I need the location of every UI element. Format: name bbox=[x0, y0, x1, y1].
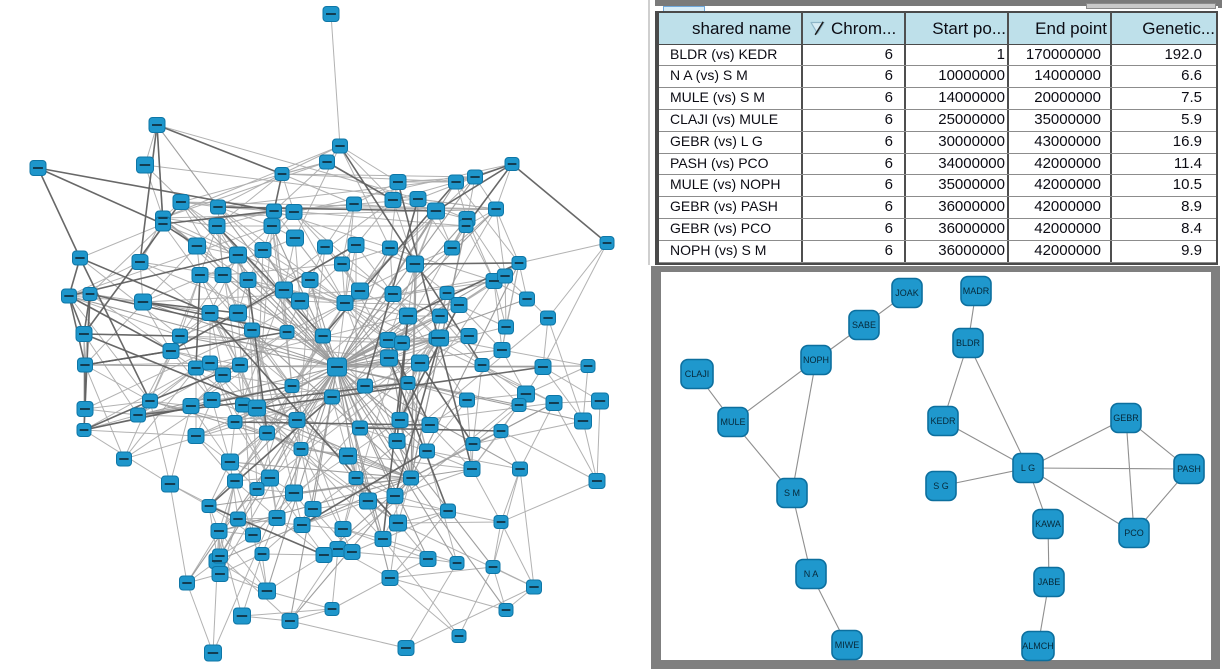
svg-text:SABE: SABE bbox=[852, 320, 876, 330]
svg-text:NOPH: NOPH bbox=[803, 355, 829, 365]
svg-text:S M: S M bbox=[784, 488, 800, 498]
svg-text:PCO: PCO bbox=[1124, 528, 1144, 538]
svg-text:ALMCH: ALMCH bbox=[1022, 641, 1054, 651]
svg-text:MADR: MADR bbox=[963, 286, 990, 296]
svg-text:JABE: JABE bbox=[1038, 577, 1061, 587]
svg-text:KEDR: KEDR bbox=[930, 416, 956, 426]
svg-text:MULE: MULE bbox=[720, 417, 745, 427]
svg-text:N A: N A bbox=[804, 569, 819, 579]
svg-text:JOAK: JOAK bbox=[895, 288, 919, 298]
svg-text:PASH: PASH bbox=[1177, 464, 1201, 474]
svg-text:L G: L G bbox=[1021, 463, 1035, 473]
svg-text:MIWE: MIWE bbox=[835, 640, 860, 650]
svg-text:KAWA: KAWA bbox=[1035, 519, 1061, 529]
svg-text:S G: S G bbox=[933, 481, 949, 491]
svg-text:CLAJI: CLAJI bbox=[685, 369, 710, 379]
svg-text:BLDR: BLDR bbox=[956, 338, 981, 348]
svg-text:GEBR: GEBR bbox=[1113, 413, 1139, 423]
